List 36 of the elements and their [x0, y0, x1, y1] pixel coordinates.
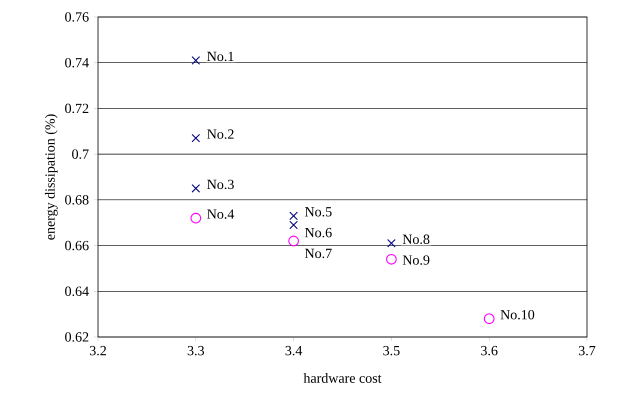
- annotation: No.10: [500, 310, 534, 320]
- point: [289, 220, 298, 230]
- point: [289, 212, 298, 220]
- annotation: No.5: [304, 207, 332, 217]
- point: [386, 254, 397, 265]
- point: [192, 56, 200, 65]
- y-tick-label: 0.76: [65, 12, 89, 22]
- x-tick-label: 3.4: [286, 346, 302, 356]
- y-tick-label: 0.74: [65, 58, 89, 68]
- annotation: No.2: [207, 129, 234, 139]
- x-tick-label: 3.5: [383, 346, 400, 356]
- x-tick-label: 3.2: [90, 346, 106, 356]
- x-tick-label: 3.3: [188, 346, 204, 356]
- point: [192, 134, 200, 142]
- point: [387, 238, 396, 248]
- x-axis-title: hardware cost: [304, 372, 382, 383]
- point: [288, 236, 299, 246]
- x-tick-label: 3.6: [481, 346, 498, 356]
- y-tick-label: 0.66: [65, 240, 89, 250]
- y-tick-label: 0.62: [65, 332, 88, 342]
- y-axis-title: energy dissipation (%): [44, 114, 58, 240]
- x-tick-label: 3.7: [578, 346, 596, 356]
- point: [190, 212, 202, 224]
- annotation: No.1: [207, 52, 234, 62]
- annotation: No.7: [304, 248, 332, 258]
- annotation: No.8: [402, 234, 430, 244]
- y-tick-label: 0.64: [65, 286, 89, 296]
- annotation: No.4: [207, 209, 234, 219]
- point: [192, 184, 200, 193]
- annotation: No.3: [207, 180, 234, 190]
- annotation: No.9: [402, 255, 430, 265]
- y-tick-label: 0.72: [65, 104, 88, 114]
- y-tick-label: 0.7: [72, 149, 89, 159]
- annotation: No.6: [304, 228, 332, 238]
- point: [484, 313, 495, 324]
- y-tick-label: 0.68: [65, 195, 89, 205]
